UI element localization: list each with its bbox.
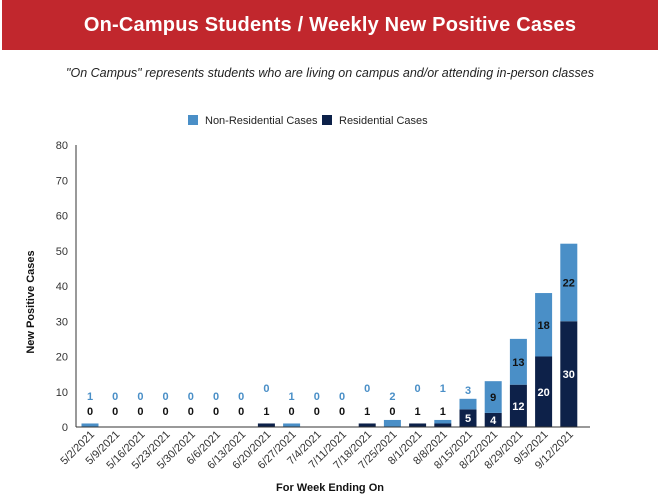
y-tick-label: 70 [56,175,68,187]
page-subtitle: "On Campus" represents students who are … [66,66,594,80]
data-label-residential: 1 [364,406,370,418]
data-label-residential: 0 [289,406,295,418]
data-label-residential: 4 [490,415,497,427]
bar-residential [434,423,452,427]
data-labels: 0 1 0 0 0 0 0 0 0 0 0 0 0 0 1 0 0 1 0 0 0 0 1 0 0 2 1 0 1 1 5 3 4 9 12 13 20… [87,277,575,426]
data-label-non-residential: 2 [389,391,395,403]
data-label-residential: 30 [563,369,575,381]
page-title: On-Campus Students / Weekly New Positive… [83,13,577,36]
data-label-residential: 0 [87,406,93,418]
data-label-non-residential: 0 [263,383,269,395]
y-axis-title: New Positive Cases [25,250,37,353]
y-tick-label: 60 [56,211,68,223]
x-axis-title: For Week Ending On [276,482,384,494]
bar-non-residential [283,423,301,427]
data-label-residential: 0 [137,406,143,418]
data-label-residential: 0 [213,406,219,418]
bar-residential [560,321,578,427]
bar-residential [484,412,502,427]
data-label-residential: 0 [339,406,345,418]
bar-residential [459,409,477,427]
data-label-non-residential: 0 [314,391,320,403]
y-tick-label: 40 [56,281,68,293]
data-label-residential: 1 [415,406,421,418]
data-label-residential: 0 [314,406,320,418]
data-label-residential: 1 [263,406,269,418]
chart-legend: Non-Residential Cases Residential Cases [188,115,428,127]
y-tick-label: 30 [56,316,68,328]
data-label-non-residential: 22 [563,277,575,289]
bar-residential [409,423,427,427]
data-label-residential: 0 [389,406,395,418]
bar-residential [535,356,553,427]
data-label-non-residential: 0 [238,391,244,403]
data-label-non-residential: 1 [440,383,446,395]
bar-residential [509,384,527,427]
data-label-non-residential: 0 [364,383,370,395]
bar-residential [257,423,275,427]
data-label-residential: 12 [512,401,524,413]
bar-non-residential [459,398,477,410]
data-label-non-residential: 0 [188,391,194,403]
data-label-residential: 20 [537,387,549,399]
legend-label-residential: Residential Cases [339,115,428,127]
legend-label-non-residential: Non-Residential Cases [205,115,318,127]
data-label-residential: 5 [465,413,471,425]
data-label-non-residential: 1 [289,391,295,403]
y-tick-label: 50 [56,246,68,258]
data-label-non-residential: 0 [137,391,143,403]
data-label-non-residential: 0 [339,391,345,403]
bar-non-residential [560,243,578,322]
data-label-non-residential: 0 [415,383,421,395]
data-label-non-residential: 13 [512,357,524,369]
y-tick-label: 80 [56,140,68,152]
bar-non-residential [434,419,452,424]
bar-non-residential [81,423,99,427]
title-banner: On-Campus Students / Weekly New Positive… [2,0,658,50]
bar-non-residential [509,338,527,385]
bar-non-residential [383,419,401,427]
x-axis: 5/2/20215/9/20215/16/20215/23/20215/30/2… [58,426,590,472]
bar-residential [358,423,376,427]
data-label-residential: 0 [238,406,244,418]
bar-non-residential [535,293,553,357]
data-label-residential: 0 [163,406,169,418]
y-tick-label: 20 [56,352,68,364]
y-axis: 0 10 20 30 40 50 60 70 80 [56,140,77,434]
data-label-residential: 0 [112,406,118,418]
legend-swatch-residential [322,115,332,125]
data-label-residential: 1 [440,406,446,418]
data-label-residential: 0 [188,406,194,418]
y-tick-label: 10 [56,387,68,399]
data-label-non-residential: 3 [465,385,471,397]
data-label-non-residential: 0 [163,391,169,403]
data-label-non-residential: 0 [213,391,219,403]
y-tick-label: 0 [62,422,68,434]
data-label-non-residential: 9 [490,392,496,404]
bar-non-residential [484,381,502,413]
legend-swatch-non-residential [188,115,198,125]
data-label-non-residential: 1 [87,391,93,403]
data-label-non-residential: 0 [112,391,118,403]
data-label-non-residential: 18 [537,320,549,332]
chart-bars [81,243,578,427]
